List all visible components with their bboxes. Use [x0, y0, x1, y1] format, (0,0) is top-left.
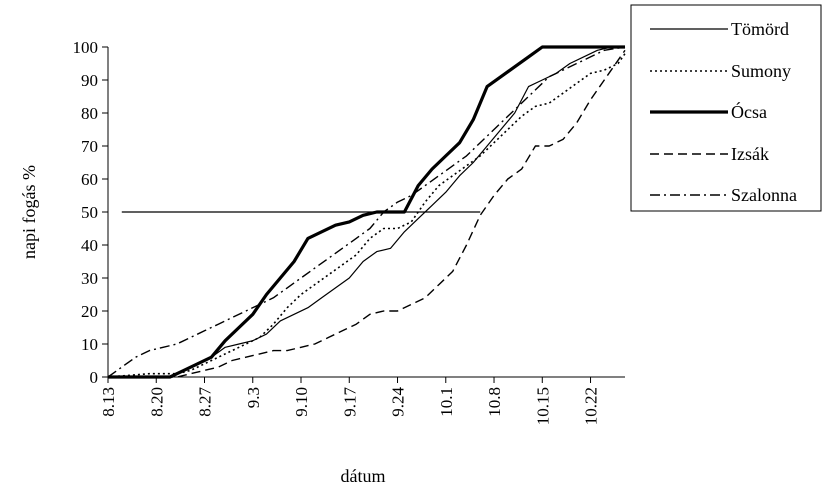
x-tick-label: 8.27 [196, 387, 215, 417]
y-tick-label: 60 [81, 170, 98, 189]
x-tick-label: 10.22 [582, 387, 601, 425]
y-tick-label: 10 [81, 335, 98, 354]
series-line-1 [108, 46, 625, 378]
y-tick-label: 80 [81, 104, 98, 123]
x-axis-title: dátum [341, 466, 386, 486]
legend-box [630, 4, 822, 212]
x-tick-label: 9.10 [292, 387, 311, 417]
x-tick-label: 9.3 [244, 387, 263, 408]
legend-label-1: Tömörd [731, 19, 789, 39]
y-tick-label: 70 [81, 137, 98, 156]
x-tick-label: 9.24 [389, 387, 408, 417]
legend-label-2: Sumony [731, 61, 791, 81]
y-tick-label: 30 [81, 269, 98, 288]
legend: Tömörd Sumony Ócsa Izsák Szalonna [630, 4, 822, 212]
legend-label-3: Ócsa [731, 101, 767, 122]
y-axis-title: napi fogás % [19, 165, 39, 259]
x-tick-label: 9.17 [340, 387, 359, 417]
y-tick-label: 0 [90, 368, 99, 387]
x-tick-label: 10.8 [485, 387, 504, 417]
y-tick-label: 100 [73, 38, 99, 57]
x-tick-label: 10.1 [437, 387, 456, 417]
axes: 0 10 20 30 40 50 60 70 80 90 100 8.13 8.20 8.27 9.3 9.1… [73, 38, 625, 425]
y-tick-label: 40 [81, 236, 98, 255]
legend-label-4: Izsák [731, 144, 769, 164]
legend-label-5: Szalonna [731, 185, 797, 205]
series-line-5 [107, 46, 626, 378]
series-line-3 [108, 45, 625, 379]
y-tick-label: 20 [81, 302, 98, 321]
series-line-4 [108, 49, 626, 378]
plot-area [107, 45, 626, 379]
x-tick-label: 8.20 [147, 387, 166, 417]
x-tick-label: 8.13 [99, 387, 118, 417]
y-tick-label: 90 [81, 71, 98, 90]
x-tick-label: 10.15 [533, 387, 552, 425]
series-line-2 [107, 53, 626, 378]
y-tick-label: 50 [81, 203, 98, 222]
